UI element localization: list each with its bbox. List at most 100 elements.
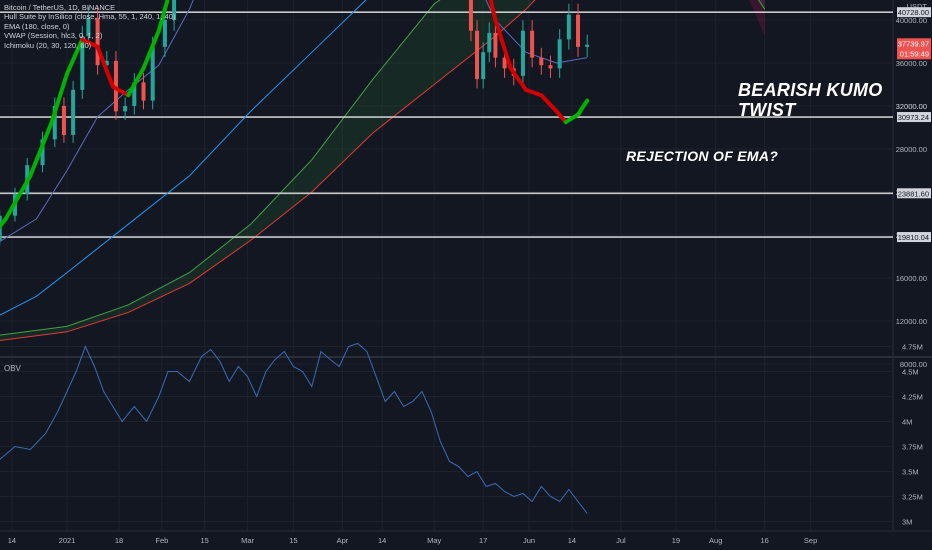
candle-body [95,17,100,66]
time-tick-label: Aug [709,536,722,545]
kumo-lower-line [0,0,536,341]
candle-body [557,39,562,69]
time-tick-label: May [427,536,441,545]
candle-body [150,46,155,101]
candle-body [123,106,128,112]
level-tag-bg [897,188,931,199]
price-tick-label: 12000.00 [896,317,927,326]
candle-body [172,0,177,20]
annotation-bearish-line1: BEARISH KUMO [738,80,883,100]
candle-body [475,30,480,80]
price-tick-label: 36000.00 [896,59,927,68]
candle-body [104,60,109,66]
hull-suite-segment [28,120,54,178]
time-tick-label: 16 [761,536,769,545]
candle-body [539,57,544,66]
candle-body [162,20,167,47]
time-tick-label: 19 [672,536,680,545]
level-tag-label: 23881.60 [898,189,929,198]
time-tick-label: 15 [289,536,297,545]
candle-body [71,89,76,136]
candle-body [132,82,137,106]
candle-body [40,139,45,166]
level-tag-bg [897,232,931,243]
hull-suite-segment [3,173,33,221]
time-tick-label: 18 [115,536,123,545]
legend-symbol[interactable]: Bitcoin / TetherUS, 1D, BINANCE [4,3,116,12]
time-tick-label: Jul [616,536,626,545]
annotation-rejection-of-ema: REJECTION OF EMA? [626,148,779,164]
candle-body [548,65,553,69]
price-axis: USDT68000.0064000.0060000.0056000.005200… [896,2,931,369]
hull-suite-segment [576,98,590,117]
candle-body [530,30,535,58]
legend-indicator-hull[interactable]: Hull Suite by InSilico (close, Hma, 55, … [4,12,176,22]
obv-tick-label: 3.75M [902,443,923,452]
hull-suite-segment [488,0,498,22]
level-tag-label: 40728.00 [898,8,929,17]
legend-indicator-ema[interactable]: EMA (180, close, 0) [4,21,70,31]
time-tick-label: 14 [568,536,576,545]
candle-body [487,32,492,53]
obv-line [0,342,588,514]
annotation-bearish-line2: TWIST [738,100,796,120]
hull-suite-segment [156,0,170,33]
price-tick-label: 28000.00 [896,145,927,154]
ema-180-line [0,0,367,316]
kumo-upper-line [0,0,766,336]
candle-body [520,30,525,76]
candle-body [493,32,498,58]
time-tick-label: 14 [8,536,16,545]
obv-tick-label: 4M [902,418,912,427]
legend-indicator-vwap[interactable]: VWAP (Session, hlc3, 0, 1, 2) [4,31,103,41]
hull-suite-segment [126,66,146,98]
level-tag-label: 30973.24 [898,113,929,122]
candle-body [52,106,57,140]
hull-suite-segment [508,66,528,92]
current-price-label: 37739.97 [898,39,929,48]
current-price-tag-bg [897,38,931,60]
candle-body [481,52,486,80]
vwap-line [0,0,588,243]
obv-pane-label: OBV [4,364,22,373]
candle-body [80,36,85,90]
hull-suite-segment [49,71,69,125]
time-tick-label: Mar [241,536,254,545]
time-tick-label: Sep [804,536,817,545]
obv-tick-label: 3M [902,518,912,527]
hull-suite-segment [524,87,544,98]
candle-body [566,14,571,40]
candle-body [576,14,581,47]
hull-suite-segment [563,112,581,125]
candle-body [141,82,146,101]
hull-suite-segment [539,93,559,114]
legend-indicator-ichimoku[interactable]: Ichimoku (20, 30, 120, 60) [4,40,92,50]
hull-suite-segment [0,216,8,230]
time-tick-label: 17 [479,536,487,545]
hull-suite-segment [141,28,161,71]
time-tick-label: 2021 [59,536,76,545]
hull-suite-segment [110,84,131,98]
price-tick-label: 32000.00 [896,102,927,111]
hull-suite-segment [95,44,115,89]
price-tick-label: 40000.00 [896,16,927,25]
annotation-bearish-kumo-twist: BEARISH KUMO TWIST [738,80,883,120]
obv-tick-label: 4.25M [902,393,923,402]
hull-suite-segment [554,109,568,125]
candle-body [86,17,91,37]
obv-tick-label: 3.5M [902,468,919,477]
price-axis-unit: USDT [907,2,928,11]
obv-tick-label: 4.5M [902,368,919,377]
level-tag-bg [897,7,931,18]
chart-legend: Bitcoin / TetherUS, 1D, BINANCE Hull Sui… [4,3,175,50]
time-tick-label: 15 [201,536,209,545]
price-tick-label: 8000.00 [900,360,927,369]
hull-suite-segment [493,18,513,71]
obv-tick-label: 3.25M [902,493,923,502]
countdown-label: 01:59:49 [900,49,929,58]
hull-suite-segment [65,37,85,76]
candle-body [585,44,590,47]
candle-body [468,0,473,31]
